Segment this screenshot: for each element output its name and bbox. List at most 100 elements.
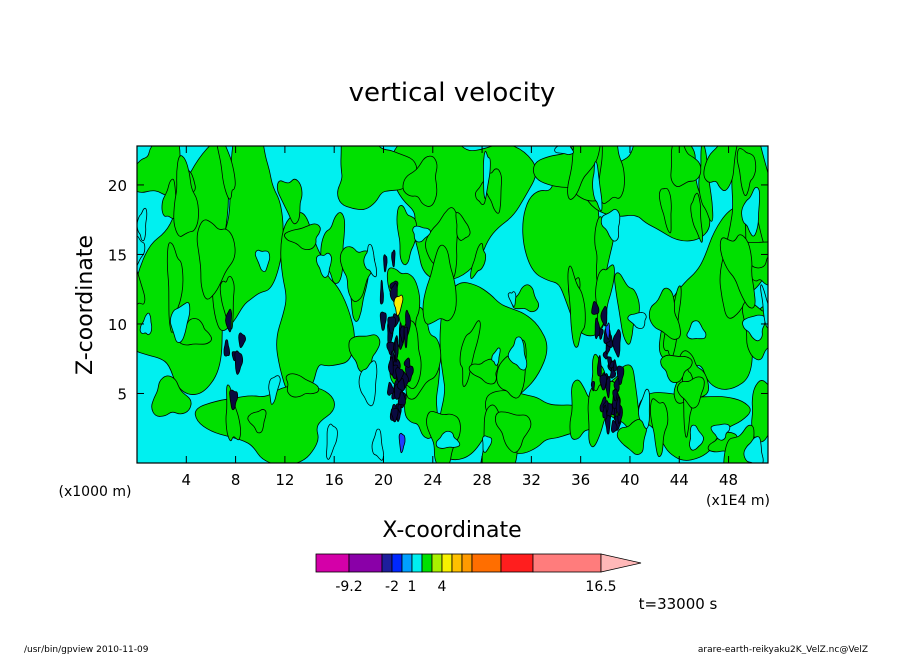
- colorbar-label: 16.5: [585, 579, 616, 595]
- colorbar-segment: [461, 553, 473, 573]
- contour-region: [276, 178, 303, 225]
- colorbar-segment: [441, 553, 453, 573]
- y-tick-label: 10: [108, 316, 127, 334]
- contour-region: [390, 407, 399, 423]
- velocity-contours: [137, 146, 768, 463]
- x-tick-label: 16: [325, 471, 344, 489]
- contour-region: [247, 409, 267, 434]
- colorbar-label: 1: [408, 579, 417, 595]
- contour-region: [379, 311, 387, 331]
- contour-region: [402, 155, 438, 207]
- contour-region: [459, 320, 481, 387]
- contour-region: [602, 404, 608, 420]
- x-unit-left-label: (x1000 m): [59, 484, 132, 500]
- contour-region: [610, 419, 618, 433]
- contour-region: [554, 146, 574, 155]
- contour-region: [599, 374, 607, 391]
- colorbar-segment: [421, 553, 433, 573]
- contour-region: [741, 186, 761, 237]
- contour-region: [435, 430, 461, 449]
- contour-region: [391, 249, 396, 268]
- contour-region: [387, 356, 394, 376]
- plot-frame: [136, 145, 769, 464]
- chart-title: vertical velocity: [349, 78, 556, 108]
- contour-region: [396, 205, 418, 266]
- contour-region: [600, 305, 608, 327]
- contour-region: [686, 320, 707, 340]
- colorbar-segment: [381, 553, 393, 573]
- contour-region: [383, 254, 388, 273]
- contour-region: [223, 339, 231, 357]
- colorbar-label: -2: [385, 579, 399, 595]
- contour-region: [196, 219, 236, 300]
- contour-region: [591, 301, 600, 315]
- x-axis: 4 8 12 16 20 24 28 32 36 40 44 48: [182, 146, 738, 489]
- contour-region: [751, 380, 768, 443]
- contour-region: [594, 317, 601, 340]
- colorbar-segment: [391, 553, 403, 573]
- contour-region: [137, 236, 146, 267]
- y-tick-label: 20: [108, 177, 127, 195]
- contour-region: [137, 269, 146, 305]
- footer-right: arare-earth-reikyaku2K_VelZ.nc@VelZ: [698, 645, 868, 654]
- contour-region: [398, 432, 406, 454]
- contour-region: [736, 148, 757, 196]
- colorbar-arrow: [600, 553, 642, 573]
- contour-region: [254, 249, 271, 273]
- x-tick-label: 12: [275, 471, 294, 489]
- contour-region: [615, 396, 621, 416]
- contour-region: [612, 329, 621, 358]
- contour-region: [393, 294, 404, 317]
- contour-region: [358, 360, 378, 407]
- colorbar: [315, 553, 642, 573]
- contour-region: [743, 436, 764, 463]
- colorbar-label: 4: [438, 579, 447, 595]
- colorbar-label: -9.2: [335, 579, 362, 595]
- contour-region: [403, 357, 411, 368]
- y-axis-label: Z-coordinate: [73, 235, 98, 375]
- contour-region: [216, 146, 236, 200]
- contour-region: [567, 265, 586, 348]
- y-tick-label: 15: [108, 246, 127, 264]
- colorbar-segment: [348, 553, 383, 573]
- colorbar-labels: -9.2 -2 1 4 16.5: [335, 579, 616, 595]
- colorbar-segment: [401, 553, 413, 573]
- colorbar-segment: [411, 553, 423, 573]
- contour-region: [719, 234, 756, 309]
- x-tick-label: 44: [670, 471, 689, 489]
- contour-region: [326, 423, 338, 460]
- contour-region: [703, 146, 738, 192]
- x-tick-label: 4: [182, 471, 192, 489]
- contour-region: [600, 208, 621, 242]
- x-tick-label: 28: [473, 471, 492, 489]
- plot-area: [136, 145, 769, 464]
- contour-region: [613, 377, 620, 392]
- x-tick-label: 48: [719, 471, 738, 489]
- contour-region: [597, 355, 602, 377]
- colorbar-segment: [532, 553, 602, 573]
- contour-region: [598, 146, 625, 204]
- contour-region: [229, 389, 239, 411]
- footer-left: /usr/bin/gpview 2010-11-09: [24, 645, 149, 654]
- contour-region: [394, 337, 399, 363]
- contour-region: [482, 150, 491, 199]
- contour-region: [698, 146, 714, 222]
- contour-region: [234, 350, 244, 375]
- contour-region: [284, 223, 321, 251]
- contour-region: [650, 398, 669, 458]
- contour-region: [455, 211, 471, 241]
- y-tick-label: 5: [117, 385, 127, 403]
- x-tick-label: 8: [231, 471, 241, 489]
- contour-region: [403, 326, 409, 349]
- contour-region: [590, 381, 596, 392]
- contour-region: [379, 279, 384, 305]
- contour-region: [507, 336, 528, 371]
- contour-region: [495, 411, 532, 453]
- x-unit-right-label: (x1E4 m): [706, 493, 770, 509]
- contour-region: [173, 155, 199, 237]
- contour-region: [316, 252, 332, 278]
- contour-region: [604, 415, 611, 435]
- contour-region: [660, 354, 693, 384]
- contour-region: [412, 225, 431, 243]
